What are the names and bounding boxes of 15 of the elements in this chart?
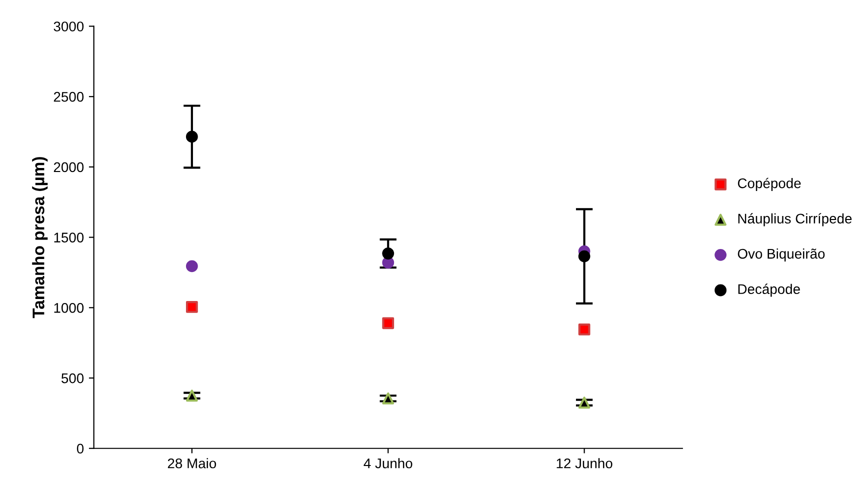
y-tick-label: 500 [61,373,84,384]
legend-label: Ovo Biqueirão [738,248,825,262]
y-tick-label: 0 [76,444,84,454]
legend-label: Decápode [738,284,800,297]
y-tick-label: 3000 [54,22,84,32]
x-tick-label: 4 Junho [364,458,412,468]
x-tick-label: 28 Maio [168,458,216,468]
y-tick-label: 1000 [54,303,84,313]
x-tick-label: 12 Junho [556,458,612,468]
y-tick-label: 1500 [54,232,84,242]
y-tick-label: 2500 [54,92,84,102]
y-tick-label: 2000 [54,162,84,172]
legend-label: Náuplius Cirrípede [738,213,852,226]
y-axis-title: Tamanho presa (µm) [32,157,48,318]
legend-label: Copépode [738,178,801,191]
